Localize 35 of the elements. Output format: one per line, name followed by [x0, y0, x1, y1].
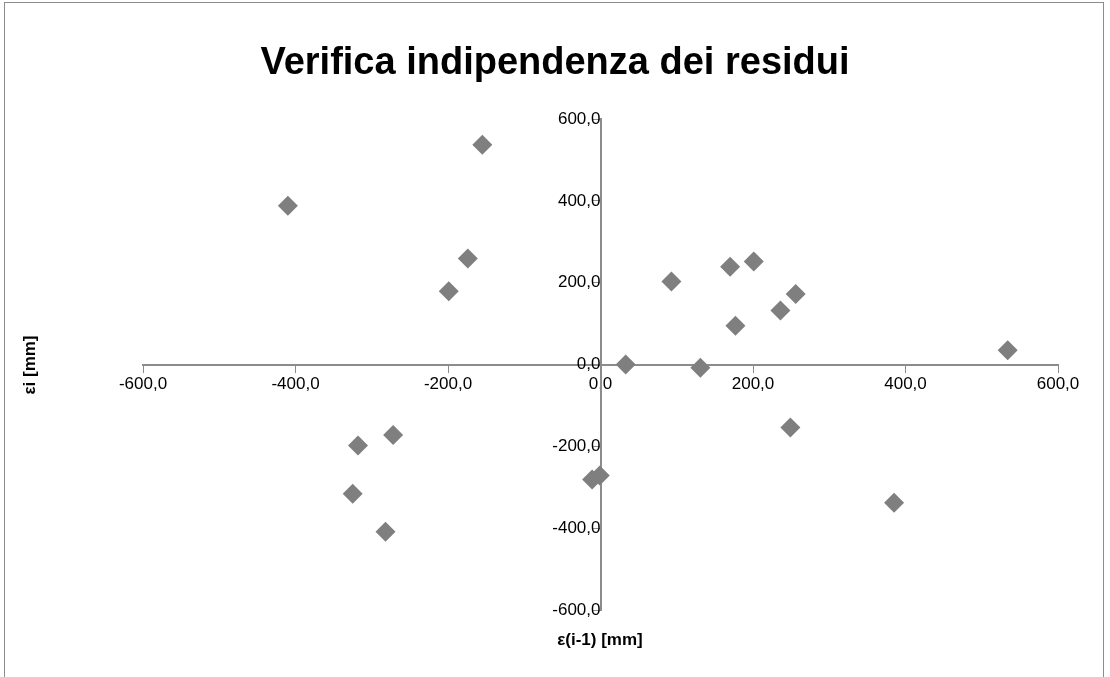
point [997, 340, 1018, 361]
y-tick-label: 600,0 [557, 108, 601, 128]
y-tick-label: 200,0 [557, 272, 601, 292]
x-axis-title: ε(i-1) [mm] [556, 630, 644, 650]
y-tick-label: -200,0 [552, 436, 601, 456]
point [383, 424, 404, 445]
point [690, 357, 711, 378]
y-tick-label: -400,0 [552, 517, 601, 537]
x-tick-label: -200,0 [423, 374, 473, 394]
point [743, 251, 764, 272]
x-tick-label: 600,0 [1036, 374, 1080, 394]
point [472, 134, 493, 155]
point [661, 271, 682, 292]
point [884, 492, 905, 513]
y-tick-label: 0,0 [576, 354, 601, 374]
point [342, 483, 363, 504]
y-tick-label: 400,0 [557, 190, 601, 210]
x-tick-label: 400,0 [884, 374, 927, 394]
y-tick-label: -600,0 [552, 599, 601, 619]
x-tick-label: -600,0 [118, 374, 168, 394]
point [348, 435, 369, 456]
y-axis-title: εi [mm] [20, 335, 40, 395]
point [375, 521, 396, 542]
point [277, 195, 298, 216]
point [457, 248, 478, 269]
point [438, 281, 459, 302]
chart-title: Verifica indipendenza dei residui [259, 40, 851, 83]
point [780, 417, 801, 438]
point [720, 256, 741, 277]
x-tick-label: 200,0 [731, 374, 775, 394]
point [770, 300, 791, 321]
point [725, 315, 746, 336]
point [615, 354, 636, 375]
point [785, 284, 806, 305]
x-tick-label: -400,0 [271, 374, 320, 394]
